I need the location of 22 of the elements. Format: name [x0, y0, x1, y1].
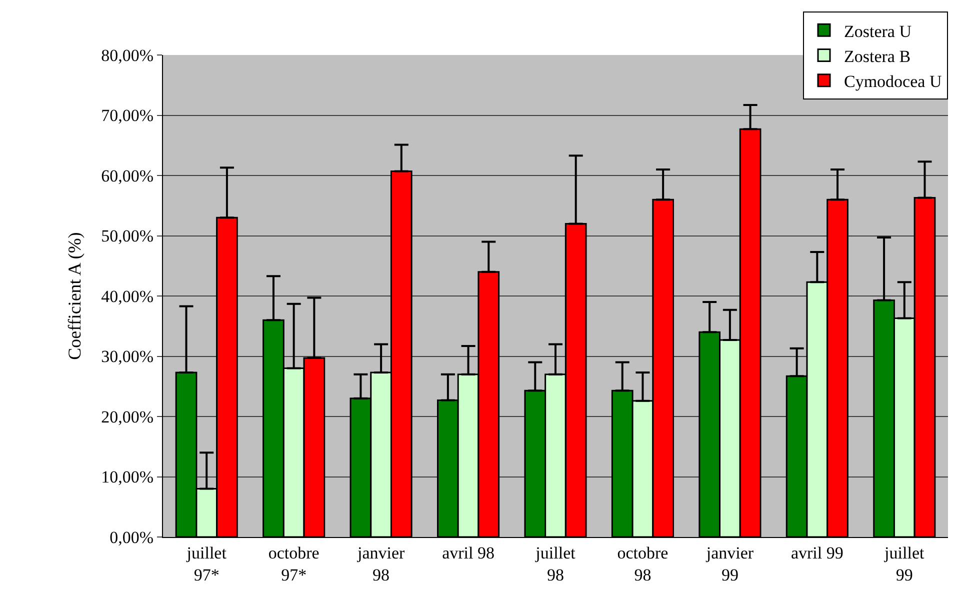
y-tick-label: 40,00% [101, 286, 154, 306]
x-tick-label: juillet 97* [186, 543, 227, 584]
legend-label: Zostera U [844, 22, 912, 41]
y-tick-label: 50,00% [101, 226, 154, 246]
y-tick-label: 60,00% [101, 166, 154, 186]
x-tick-label: octobre 98 [617, 543, 668, 584]
x-tick-label: juillet 98 [534, 543, 576, 584]
x-tick-label: avril 99 [790, 543, 844, 562]
legend-label: Cymodocea U [844, 72, 942, 91]
y-tick-label: 10,00% [101, 468, 154, 487]
y-tick-label: 0,00% [110, 528, 154, 547]
y-axis-title: Coefficient A (%) [64, 232, 84, 360]
y-tick-label: 20,00% [101, 407, 154, 426]
x-tick-label: avril 98 [442, 543, 494, 562]
x-tick-label: janvier 98 [356, 543, 405, 584]
y-tick-label: 70,00% [101, 106, 154, 126]
y-tick-label: 80,00% [101, 46, 154, 65]
x-tick-label: janvier 99 [705, 543, 754, 584]
legend-label: Zostera B [844, 46, 911, 66]
x-tick-label: juillet 99 [884, 543, 924, 584]
y-tick-label: 30,00% [101, 347, 154, 366]
x-tick-label: octobre 97* [268, 543, 320, 584]
